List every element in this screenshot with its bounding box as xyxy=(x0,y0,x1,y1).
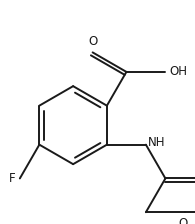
Text: O: O xyxy=(88,35,97,48)
Text: NH: NH xyxy=(148,136,165,149)
Text: F: F xyxy=(9,172,16,185)
Text: O: O xyxy=(178,217,188,224)
Text: OH: OH xyxy=(169,65,187,78)
